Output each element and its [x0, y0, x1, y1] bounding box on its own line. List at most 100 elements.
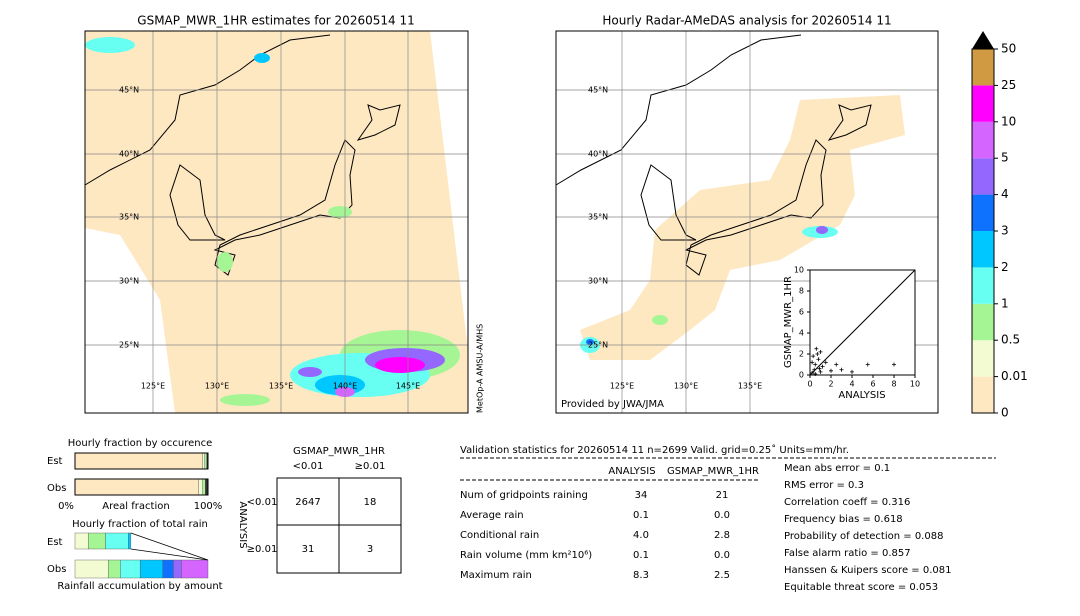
point	[865, 362, 870, 367]
color-swatch	[972, 303, 994, 341]
lon-label: 135°E	[269, 382, 293, 391]
point	[813, 362, 818, 367]
col-header: <0.01	[293, 461, 324, 472]
lon-label: 130°E	[674, 382, 698, 391]
point	[813, 371, 818, 376]
map-frame	[84, 30, 469, 414]
row-title: ANALYSIS	[237, 501, 248, 548]
lon-label: 125°E	[141, 382, 165, 391]
bar-frame	[74, 478, 209, 496]
score: Hanssen & Kuipers score = 0.081	[784, 565, 951, 576]
point	[812, 367, 817, 372]
lat-label: 35°N	[119, 213, 139, 222]
col-header: ANALYSIS	[608, 466, 655, 477]
score: RMS error = 0.3	[784, 480, 864, 491]
stat-value: 21	[716, 490, 729, 501]
colorbar-label: 25	[1001, 78, 1016, 92]
cell: 18	[364, 497, 377, 508]
axis-label: 100%	[194, 501, 223, 512]
swath-gap	[430, 31, 468, 350]
score: Correlation coeff = 0.316	[784, 497, 910, 508]
stat-value: 0.1	[633, 510, 649, 521]
score: Mean abs error = 0.1	[784, 463, 890, 474]
panel-title: Hourly fraction of total rain	[72, 519, 208, 530]
x-tick-label: 2	[828, 380, 833, 389]
stat-value: 8.3	[633, 570, 649, 581]
fraction-segment	[127, 532, 132, 550]
axis-label: 0%	[58, 501, 74, 512]
point	[892, 362, 896, 367]
colorbar: 0 0.01 0.5 1 2 3 4 5 10 25 50	[971, 31, 1028, 420]
stat-name: Conditional rain	[460, 530, 539, 541]
fraction-segment	[108, 559, 121, 579]
connector	[130, 532, 209, 561]
left-map: 45°N 40°N 35°N 30°N 25°N 125°E 130°E 135°E 140°E…	[84, 14, 485, 414]
y-tick-label: 6	[799, 308, 804, 317]
stat-value: 2.8	[714, 530, 730, 541]
score: Probability of detection = 0.088	[784, 531, 943, 542]
panel-title: Hourly fraction by occurence	[68, 438, 212, 449]
stat-value: 34	[635, 490, 648, 501]
x-tick-label: 8	[891, 380, 896, 389]
point	[815, 352, 820, 356]
point	[814, 346, 819, 351]
point	[820, 364, 825, 369]
fraction-segment	[198, 478, 203, 496]
table-title: GSMAP_MWR_1HR	[293, 446, 385, 457]
japan-coastline	[213, 104, 401, 276]
fraction-segment	[74, 559, 109, 579]
cell: 31	[302, 544, 315, 555]
colorbar-label: 0.01	[1001, 369, 1028, 383]
point	[818, 349, 823, 354]
x-tick-label: 0	[807, 380, 812, 389]
fraction-segment	[74, 532, 89, 550]
stat-name: Average rain	[460, 510, 524, 521]
stat-value: 0.0	[714, 550, 730, 561]
y-tick-label: 2	[799, 350, 804, 359]
colorbar-label: 10	[1001, 114, 1016, 128]
fraction-segment	[162, 559, 174, 579]
panel-label: Rainfall accumulation by amount	[57, 581, 222, 592]
point	[817, 366, 822, 371]
point	[850, 369, 854, 374]
point	[829, 368, 833, 373]
point	[811, 354, 816, 359]
stat-name: Num of gridpoints raining	[460, 490, 588, 501]
score: Frequency bias = 0.618	[784, 514, 903, 525]
fraction-segment	[120, 559, 141, 579]
col-header: GSMAP_MWR_1HR	[667, 466, 759, 477]
row-header: ≥0.01	[247, 544, 278, 555]
scatter-ylabel: GSMAP_MWR_1HR	[783, 276, 794, 368]
point	[823, 360, 828, 365]
colorbar-label: 3	[1001, 224, 1009, 238]
diagonal	[809, 269, 916, 376]
bar-frame	[74, 452, 209, 470]
lat-label: 45°N	[119, 86, 139, 95]
y-tick-label: 4	[799, 329, 804, 338]
japan-coastline	[684, 104, 872, 276]
satellite-label: MetOp-A AMSU-A/MHS	[476, 324, 485, 413]
fraction-panels: Hourly fraction by occurence Hourly frac…	[47, 438, 223, 592]
lat-label: 45°N	[588, 86, 608, 95]
lon-label: 130°E	[205, 382, 229, 391]
x-tick-label: 10	[910, 380, 920, 389]
stat-value: 0.1	[633, 550, 649, 561]
color-swatch	[972, 121, 994, 159]
map-frame	[555, 30, 939, 414]
point	[810, 370, 815, 375]
color-swatch	[972, 85, 994, 122]
scatter-xlabel: ANALYSIS	[838, 390, 885, 401]
row-label: Obs	[47, 483, 66, 494]
color-swatch	[972, 194, 994, 231]
credit: Provided by JWA/JMA	[561, 399, 664, 410]
stat-value: 0.0	[714, 510, 730, 521]
stat-name: Rain volume (mm km²10⁶)	[460, 550, 592, 561]
fraction-segment	[74, 452, 203, 470]
color-swatch	[972, 267, 994, 304]
lat-label: 40°N	[588, 150, 608, 159]
fraction-segment	[105, 532, 129, 550]
score: False alarm ratio = 0.857	[784, 548, 911, 559]
col-header: ≥0.01	[355, 461, 386, 472]
color-swatch	[972, 231, 994, 268]
